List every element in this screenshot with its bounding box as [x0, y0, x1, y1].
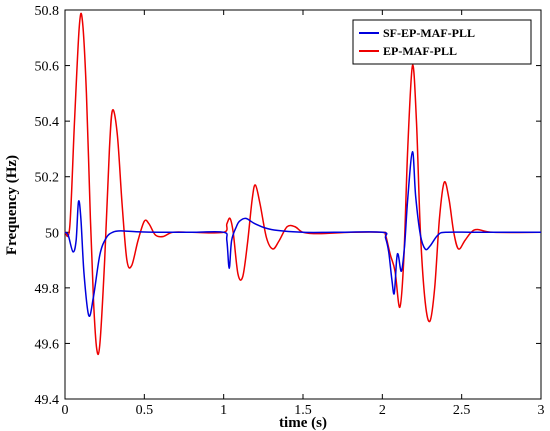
y-tick-label: 50.2: [35, 171, 60, 186]
x-axis-ticks: 0 0.5 1 1.5 2 2.5 3: [62, 10, 545, 418]
y-tick-label: 50.4: [35, 115, 60, 130]
series-layer: [64, 12, 542, 356]
y-tick-label: 49.4: [35, 393, 60, 408]
plot-area: [64, 9, 542, 400]
y-axis-ticks: 49.4 49.6 49.8 50 50.2 50.4 50.6 50.8: [35, 4, 541, 408]
series-line-sf-ep-maf-pll: [64, 150, 541, 318]
y-tick-label: 49.8: [35, 282, 60, 297]
y-axis-title: Frequency (Hz): [4, 155, 20, 255]
legend-box: [352, 19, 532, 65]
x-tick-label: 3: [538, 403, 545, 418]
series-line-ep-maf-pll: [64, 12, 542, 356]
x-tick-label: 1.5: [294, 403, 312, 418]
y-tick-label: 50: [45, 226, 59, 241]
y-tick-label: 49.6: [35, 337, 60, 352]
y-tick-label: 50.6: [35, 60, 60, 75]
x-tick-label: 1: [220, 403, 227, 418]
x-axis-title: time (s): [279, 415, 327, 431]
x-tick-label: 0: [62, 403, 69, 418]
legend: SF-EP-MAF-PLL EP-MAF-PLL: [352, 19, 532, 65]
legend-entry: SF-EP-MAF-PLL: [383, 26, 475, 40]
y-tick-label: 50.8: [35, 4, 60, 19]
x-tick-label: 2.5: [453, 403, 471, 418]
legend-entry: EP-MAF-PLL: [383, 44, 457, 58]
x-tick-label: 2: [379, 403, 386, 418]
x-tick-label: 0.5: [136, 403, 154, 418]
